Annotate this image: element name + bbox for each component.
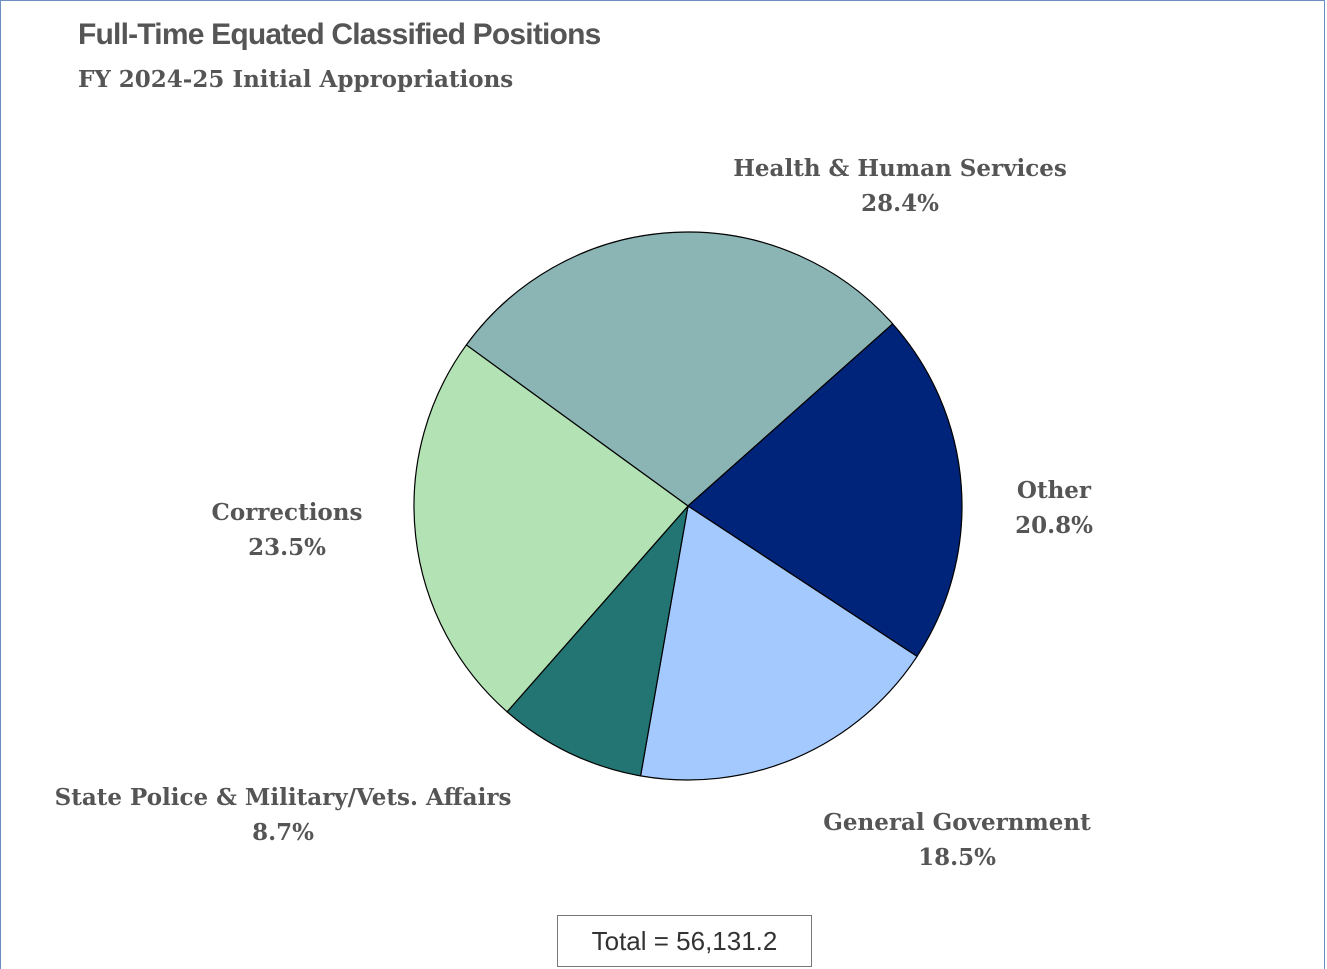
pie-slice-general-government: [639, 505, 918, 781]
slice-label-state-police-military-vets-affairs: State Police & Military/Vets. Affairs: [55, 784, 512, 811]
pie-slice-health-human-services: [465, 231, 894, 507]
pie-slice-corrections: [413, 344, 689, 713]
slice-label-general-government: General Government: [823, 809, 1091, 836]
slice-value-corrections: 23.5%: [248, 534, 326, 561]
slice-value-other: 20.8%: [1015, 512, 1093, 539]
slice-label-corrections: Corrections: [212, 499, 363, 526]
slice-value-health-human-services: 28.4%: [861, 190, 939, 217]
chart-title: Full-Time Equated Classified Positions: [78, 18, 601, 51]
slice-value-state-police-military-vets-affairs: 8.7%: [252, 819, 314, 846]
slice-labels: Health & Human Services 28.4% Other 20.8% Ge…: [55, 155, 1093, 871]
total-annotation: Total = 56,131.2: [557, 915, 812, 967]
chart-subtitle: FY 2024-25 Initial Appropriations: [78, 66, 514, 93]
pie-slice-state-police-military-vets-affairs: [506, 505, 689, 777]
slice-label-other: Other: [1017, 477, 1092, 504]
slice-label-health-human-services: Health & Human Services: [733, 155, 1067, 182]
pie-slices: [413, 231, 963, 781]
slice-value-general-government: 18.5%: [918, 844, 996, 871]
pie-slice-other: [687, 323, 963, 658]
